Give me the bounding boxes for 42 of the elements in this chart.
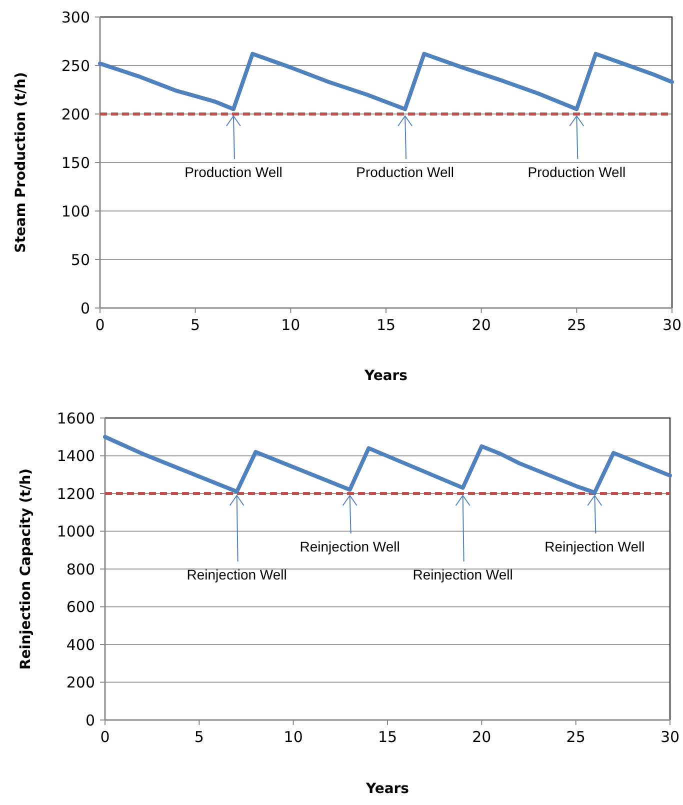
y-tick-label: 200 — [66, 674, 95, 692]
x-tick-label: 20 — [472, 316, 491, 334]
annotation: Production Well — [356, 164, 454, 180]
line-series — [98, 52, 674, 112]
y-axis-title: Steam Production (t/h) — [13, 72, 29, 253]
annotation: Production Well — [184, 164, 282, 180]
x-tick-label: 20 — [472, 728, 492, 746]
annotation: Reinjection Well — [186, 566, 287, 582]
x-tick-label: 15 — [376, 316, 396, 334]
y-tick-label: 1400 — [56, 447, 95, 465]
annotation: Reinjection Well — [300, 538, 400, 554]
y-tick-label: 1000 — [56, 522, 95, 540]
y-tick-label: 0 — [85, 711, 95, 730]
line-series — [103, 434, 672, 495]
annotation: Reinjection Well — [412, 566, 513, 582]
x-tick-label: 25 — [567, 316, 586, 334]
x-tick-label: 10 — [281, 316, 300, 334]
y-tick-label: 800 — [66, 560, 95, 578]
x-tick-label: 15 — [378, 728, 398, 746]
annotation: Reinjection Well — [544, 538, 645, 554]
y-tick-label: 1200 — [56, 484, 95, 503]
x-tick-label: 30 — [660, 728, 680, 746]
x-tick-label: 30 — [662, 316, 682, 334]
y-tick-label: 100 — [61, 202, 90, 220]
y-tick-label: 50 — [70, 250, 90, 269]
y-tick-label: 1600 — [56, 409, 95, 428]
y-tick-label: 200 — [61, 105, 90, 124]
x-tick-label: 5 — [194, 728, 204, 746]
x-tick-label: 0 — [100, 728, 110, 746]
x-tick-label: 5 — [190, 316, 200, 334]
y-tick-label: 400 — [66, 636, 95, 654]
x-tick-label: 25 — [566, 728, 586, 746]
annotation: Production Well — [528, 164, 626, 180]
y-tick-label: 300 — [61, 8, 90, 26]
y-tick-label: 600 — [66, 598, 95, 616]
y-tick-label: 150 — [61, 154, 90, 172]
y-tick-label: 0 — [80, 299, 90, 318]
y-axis-title: Reinjection Capacity (t/h) — [18, 468, 34, 670]
x-axis-title: Years — [364, 781, 410, 797]
x-axis-title: Years — [363, 368, 408, 384]
y-tick-label: 250 — [61, 56, 90, 75]
x-tick-label: 10 — [284, 728, 303, 746]
